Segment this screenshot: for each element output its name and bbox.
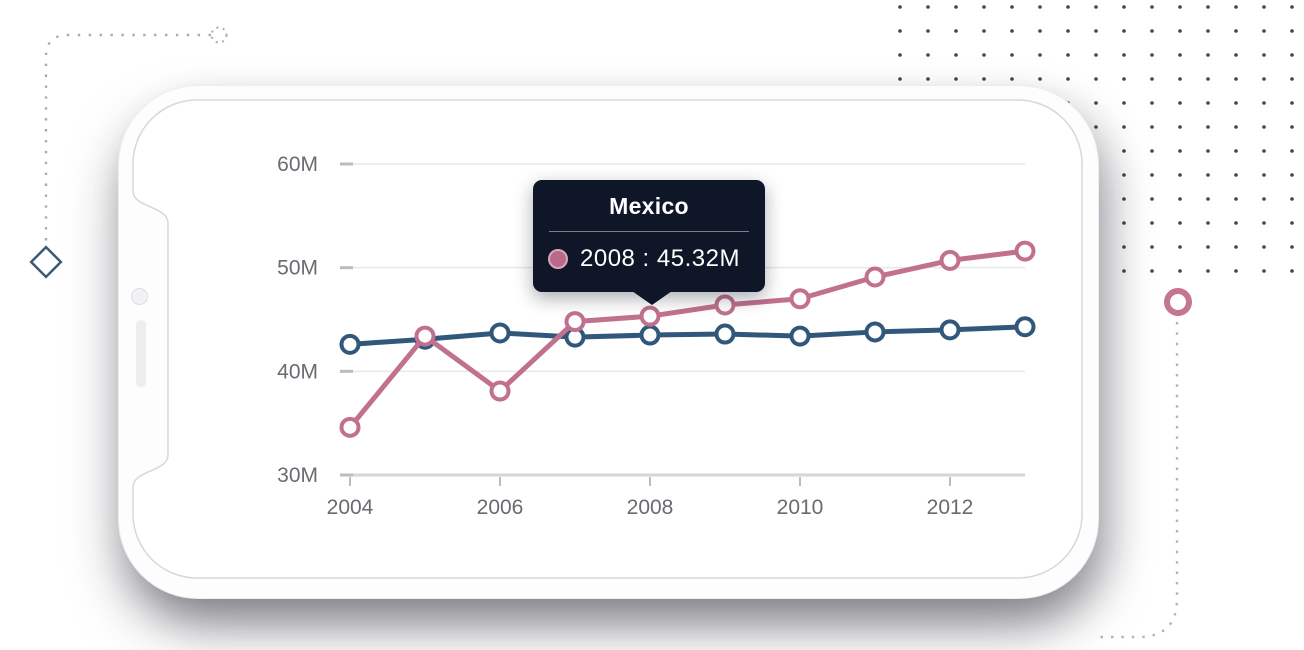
chart-tooltip: Mexico 2008 : 45.32M (533, 180, 765, 305)
data-point-marker[interactable] (639, 324, 661, 346)
x-axis-tick-label: 2006 (477, 496, 524, 519)
x-axis-tick-label: 2008 (627, 496, 674, 519)
screen-outline (132, 99, 1083, 579)
data-point-marker[interactable] (789, 325, 811, 347)
y-axis-tick-label: 40M (277, 360, 318, 383)
series-secondary[interactable] (339, 316, 1036, 355)
data-point-marker[interactable] (864, 321, 886, 343)
data-point-marker[interactable] (414, 325, 436, 347)
data-point-marker[interactable] (489, 380, 511, 402)
ring-icon (1164, 288, 1192, 316)
data-point-marker[interactable] (564, 311, 586, 333)
data-point-marker[interactable] (714, 323, 736, 345)
data-point-marker[interactable] (639, 305, 661, 327)
data-point-marker[interactable] (339, 416, 361, 438)
series-mexico[interactable] (339, 240, 1036, 438)
series-marker-icon (548, 249, 568, 269)
data-point-marker[interactable] (789, 288, 811, 310)
x-axis-tick-label: 2010 (777, 496, 824, 519)
data-point-marker[interactable] (489, 322, 511, 344)
data-point-marker[interactable] (1014, 240, 1036, 262)
y-axis-tick-label: 30M (277, 464, 318, 487)
tooltip-value: 2008 : 45.32M (580, 245, 740, 272)
data-point-marker[interactable] (864, 266, 886, 288)
diamond-icon (29, 245, 63, 279)
data-point-marker[interactable] (939, 249, 961, 271)
tooltip-title: Mexico (609, 193, 689, 219)
data-point-marker[interactable] (939, 319, 961, 341)
y-axis-tick-label: 50M (277, 257, 318, 280)
dotted-path-left (44, 33, 211, 241)
data-point-marker[interactable] (339, 333, 361, 355)
speaker-icon (136, 320, 146, 387)
y-axis-tick-label: 60M (277, 153, 318, 176)
data-point-marker[interactable] (1014, 316, 1036, 338)
dotted-circle-icon (210, 26, 228, 44)
x-axis-tick-label: 2012 (927, 496, 974, 519)
tooltip-row: 2008 : 45.32M (533, 245, 765, 273)
camera-icon (131, 288, 148, 305)
x-axis-tick-label: 2004 (327, 496, 374, 519)
tooltip-divider (549, 231, 749, 232)
data-point-marker[interactable] (714, 294, 736, 316)
